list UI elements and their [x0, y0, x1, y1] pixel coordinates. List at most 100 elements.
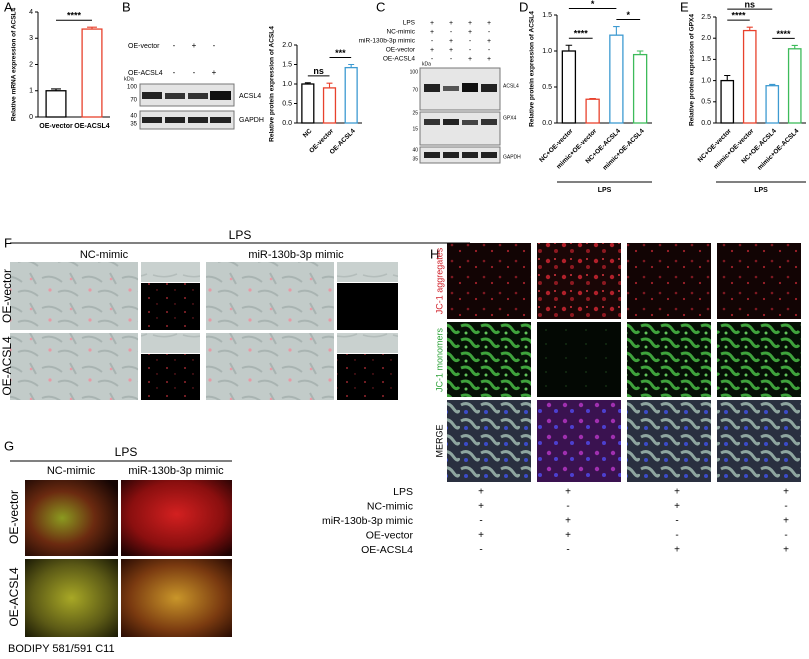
sign: -: [431, 56, 434, 63]
significance-label: ****: [67, 11, 82, 21]
row-label: JC-1 aggregates: [434, 247, 444, 314]
sign: +: [487, 38, 491, 45]
bar: [787, 48, 802, 124]
panel-letter: B: [122, 0, 131, 14]
micrograph-grid: [10, 262, 398, 400]
significance-label: ns: [313, 66, 324, 76]
y-tick-label: 0.0: [282, 120, 292, 127]
sign: -: [469, 38, 472, 45]
blot-image: [419, 67, 501, 164]
error-bar: [746, 26, 753, 31]
sign: +: [430, 47, 434, 54]
y-tick-label: 0.5: [701, 99, 711, 106]
marker: 100: [410, 69, 419, 75]
sign: -: [450, 56, 453, 63]
sign: +: [478, 487, 484, 498]
stain-label: BODIPY 581/591 C11: [8, 643, 115, 655]
sign: +: [565, 487, 571, 498]
sign: +: [565, 516, 571, 527]
sign: -: [488, 47, 491, 54]
y-tick-label: 2.5: [701, 14, 711, 21]
unit: kDa: [422, 61, 431, 67]
sign: +: [430, 20, 434, 27]
sign: -: [784, 530, 787, 541]
significance-label: *: [626, 10, 630, 20]
row-label: JC-1 monomers: [434, 327, 444, 392]
group-label: LPS: [598, 187, 612, 194]
x-tick-label: mimic+OE-ACSL4: [756, 127, 800, 171]
sign: +: [783, 516, 789, 527]
sign: +: [478, 501, 484, 512]
error-bar: [348, 63, 355, 68]
significance-label: ***: [335, 48, 346, 58]
error-bar: [769, 83, 776, 86]
error-bar: [565, 44, 573, 51]
marker: 40: [412, 147, 418, 153]
y-axis-title: Relative mRNA expression of ACSL4: [11, 7, 18, 121]
sign: +: [783, 545, 789, 556]
sign: +: [449, 47, 453, 54]
marker: 35: [130, 122, 137, 128]
row-label: NC-mimic: [386, 29, 415, 36]
bar: [765, 85, 780, 124]
sign: +: [468, 29, 472, 36]
sign: +: [449, 38, 453, 45]
micrograph-grid: [447, 243, 801, 482]
marker: 35: [412, 156, 418, 162]
significance-label: *: [591, 0, 595, 9]
sign: +: [468, 20, 472, 27]
y-tick-label: 0.5: [542, 84, 552, 91]
error-bar: [724, 74, 731, 81]
y-tick-label: 4: [29, 9, 33, 16]
condition-label: OE-vector: [366, 529, 414, 541]
sign: -: [469, 47, 472, 54]
marker: 40: [130, 114, 137, 120]
y-tick-label: 1.5: [282, 61, 292, 68]
y-tick-label: 0.0: [542, 120, 552, 127]
panel-letter: F: [4, 235, 12, 250]
significance-label: ****: [731, 11, 746, 21]
row-label: OE-ACSL4: [7, 567, 21, 627]
sign: +: [565, 530, 571, 541]
row-label: OE-ACSL4: [383, 56, 416, 63]
column-label: NC-mimic: [80, 249, 129, 261]
panel-letter: A: [4, 0, 13, 14]
sign: -: [173, 41, 176, 50]
row-label: LPS: [403, 20, 416, 27]
row-label: OE-vector: [7, 490, 21, 544]
sign: -: [431, 38, 434, 45]
bar: [609, 34, 624, 124]
significance-label: ****: [574, 29, 589, 39]
unit: kDa: [124, 76, 135, 82]
bar: [720, 79, 735, 124]
significance-label: ****: [776, 29, 791, 39]
y-tick-label: 1.0: [542, 48, 552, 55]
panel-letter: H: [430, 246, 439, 261]
error-bar: [636, 50, 644, 55]
x-tick-label: mimic+OE-vector: [555, 127, 598, 170]
sign: +: [192, 41, 197, 50]
group-label: LPS: [115, 445, 138, 459]
error-bar: [87, 26, 97, 30]
sign: -: [675, 530, 678, 541]
sign: +: [487, 56, 491, 63]
group-label: LPS: [754, 187, 768, 194]
row-label: OE-vector: [386, 47, 416, 54]
bar: [45, 90, 67, 118]
marker: 70: [130, 98, 137, 104]
panel-letter: D: [519, 0, 528, 14]
panel-letter: C: [376, 0, 385, 14]
y-tick-label: 0: [29, 114, 33, 121]
bar: [322, 87, 337, 124]
band-label: ACSL4: [239, 93, 261, 100]
condition-label: NC-mimic: [367, 500, 413, 512]
sign: +: [212, 68, 217, 77]
panel-letter: G: [4, 438, 14, 453]
band-label: ACSL4: [503, 83, 519, 89]
panel-letter: E: [680, 0, 689, 14]
marker: 70: [412, 87, 418, 93]
sign: -: [213, 41, 216, 50]
row-label: MERGE: [434, 424, 444, 457]
error-bar: [613, 25, 620, 36]
